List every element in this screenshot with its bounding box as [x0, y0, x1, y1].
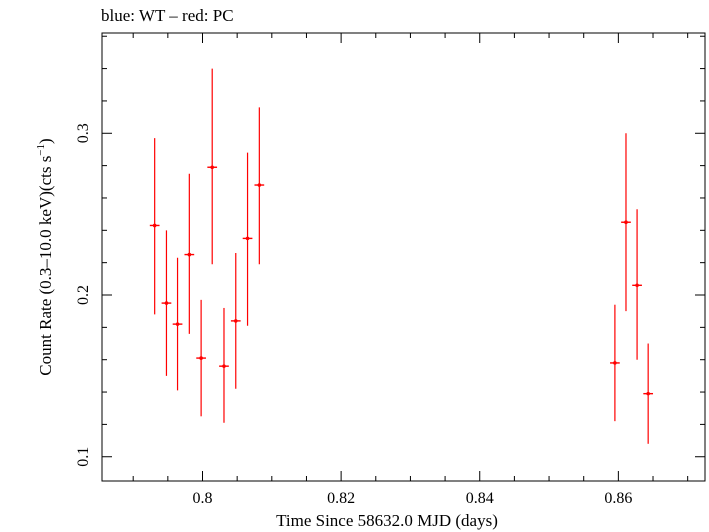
point-marker	[624, 220, 628, 225]
data-point	[643, 343, 654, 444]
data-point	[632, 209, 642, 360]
point-marker	[152, 223, 157, 228]
data-series-pc	[149, 68, 654, 444]
point-marker	[635, 283, 639, 288]
point-marker	[210, 165, 215, 170]
x-axis-ticks	[132, 33, 689, 481]
point-marker	[199, 356, 203, 360]
point-marker	[646, 391, 650, 396]
data-point	[172, 257, 183, 391]
y-axis-ticks	[102, 35, 705, 458]
data-point	[621, 133, 631, 312]
y-axis-label: Count Rate (0.3–10.0 keV)(cts s−1)	[35, 138, 55, 375]
x-tick-label: 0.84	[466, 490, 494, 507]
x-tick-label: 0.8	[193, 490, 213, 507]
data-point	[196, 299, 206, 417]
data-point	[254, 107, 265, 265]
point-marker	[164, 301, 169, 305]
x-tick-label: 0.82	[327, 490, 355, 507]
data-point	[207, 68, 218, 265]
point-marker	[187, 252, 192, 257]
data-point	[184, 173, 195, 334]
y-tick-label: 0.2	[75, 285, 92, 305]
point-marker	[245, 236, 250, 241]
y-axis-label-close: )	[36, 138, 55, 144]
point-marker	[175, 322, 180, 326]
y-tick-label: 0.3	[75, 123, 92, 143]
data-point	[161, 230, 172, 376]
point-marker	[222, 364, 226, 368]
chart-title: blue: WT – red: PC	[101, 6, 234, 25]
y-axis-label-sup: −1	[35, 144, 47, 156]
y-tick-label: 0.1	[75, 447, 92, 467]
x-axis-label: Time Since 58632.0 MJD (days)	[276, 511, 498, 530]
data-point	[230, 252, 241, 389]
data-point	[219, 307, 229, 423]
data-point	[149, 138, 160, 315]
point-marker	[233, 319, 238, 323]
data-point	[610, 304, 620, 422]
data-point	[242, 152, 253, 326]
x-axis-tick-labels: 0.8 0.82 0.84 0.86	[193, 490, 633, 507]
point-marker	[613, 361, 617, 365]
plot-frame	[101, 32, 706, 482]
point-marker	[257, 183, 262, 187]
y-axis-tick-labels: 0.1 0.2 0.3	[75, 123, 92, 466]
y-axis-label-main: Count Rate (0.3–10.0 keV)(cts s	[36, 156, 55, 376]
x-tick-label: 0.86	[604, 490, 632, 507]
